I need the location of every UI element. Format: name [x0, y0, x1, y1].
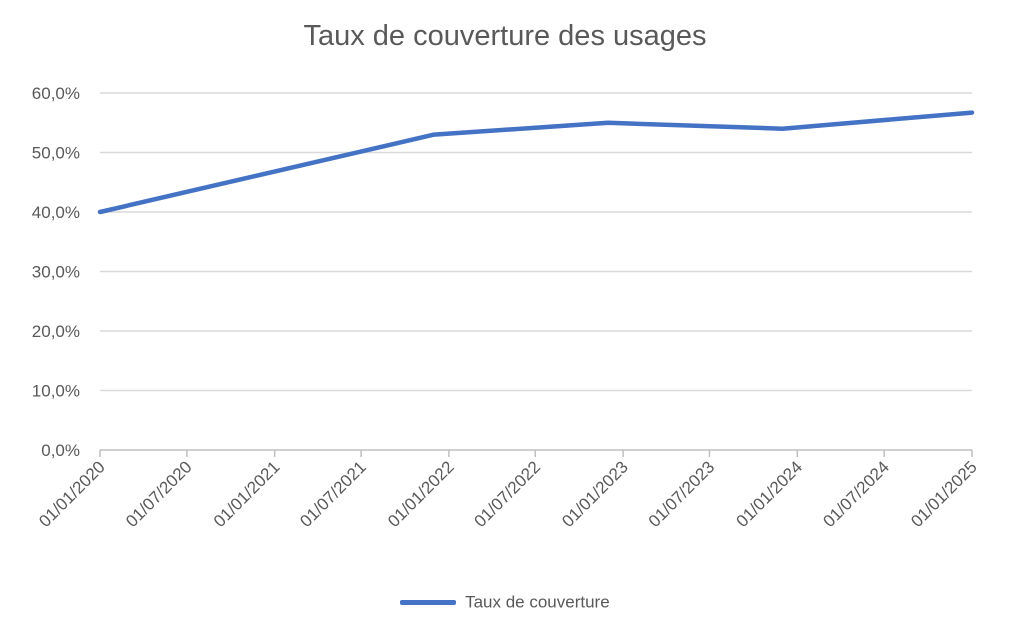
- x-tick-label: 01/01/2021: [210, 457, 284, 531]
- y-tick-label: 60,0%: [32, 84, 80, 103]
- legend-swatch: [400, 600, 457, 606]
- x-tick-label: 01/01/2022: [384, 457, 458, 531]
- y-tick-label: 20,0%: [32, 322, 80, 341]
- series-line: [97, 110, 975, 215]
- x-tick-label: 01/07/2020: [122, 457, 196, 531]
- gridlines: [100, 92, 972, 392]
- x-tick-label: 01/01/2020: [35, 457, 109, 531]
- x-tick-label: 01/07/2022: [471, 457, 545, 531]
- chart-title: Taux de couverture des usages: [303, 20, 707, 52]
- x-tick-label: 01/01/2023: [558, 457, 632, 531]
- y-tick-label: 50,0%: [32, 144, 80, 163]
- y-tick-label: 0,0%: [41, 441, 80, 460]
- x-tick-label: 01/07/2021: [296, 457, 370, 531]
- x-tick-label: 01/07/2024: [819, 457, 893, 531]
- y-tick-label: 40,0%: [32, 203, 80, 222]
- x-axis-ticks: 01/01/2020 01/07/2020 01/01/2021 01/07/2021…: [35, 450, 981, 531]
- legend-label: Taux de couverture: [465, 592, 610, 612]
- legend: Taux de couverture: [0, 592, 1010, 613]
- x-tick-label: 01/01/2024: [733, 457, 807, 531]
- y-tick-label: 30,0%: [32, 263, 80, 282]
- y-tick-label: 10,0%: [32, 382, 80, 401]
- series-layer: [97, 110, 975, 215]
- x-tick-label: 01/01/2025: [907, 457, 981, 531]
- y-axis-ticks: 0,0% 10,0% 20,0% 30,0% 40,0% 50,0% 60,0%: [32, 84, 80, 460]
- x-tick-label: 01/07/2023: [645, 457, 719, 531]
